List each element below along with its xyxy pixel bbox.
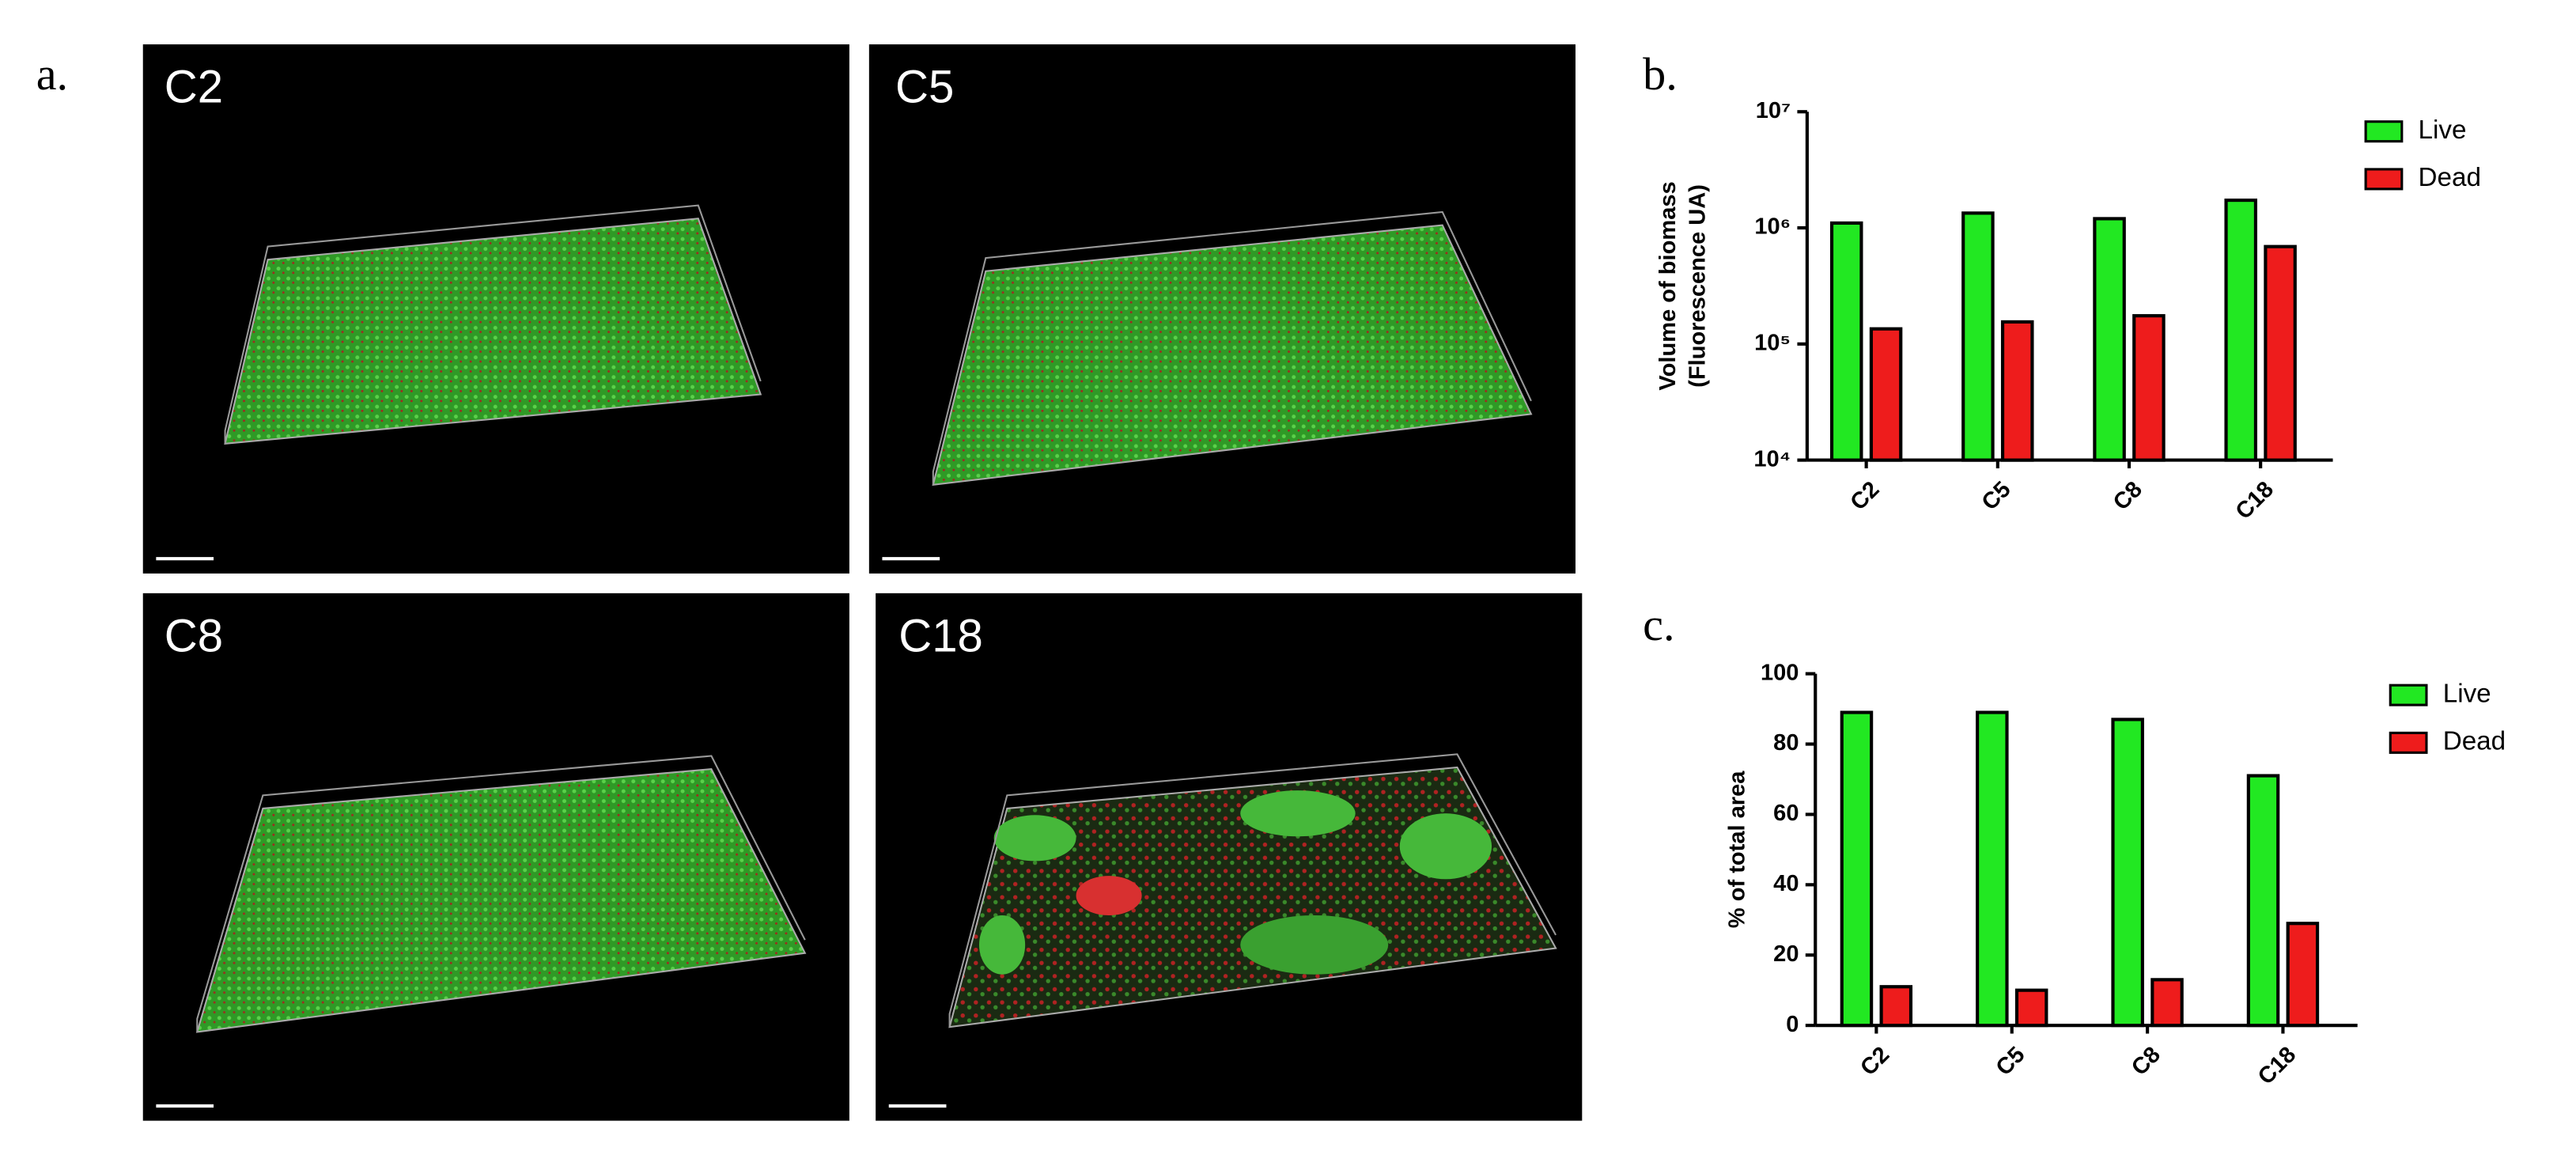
micrograph: C8 xyxy=(142,593,849,1121)
y-axis-label: (Fluorescence UA) xyxy=(1685,184,1710,388)
y-tick-label: 100 xyxy=(1761,660,1799,685)
bar xyxy=(2264,244,2297,462)
bar xyxy=(2132,314,2166,462)
bar xyxy=(2000,320,2034,462)
bar xyxy=(2224,199,2258,462)
legend-label: Live xyxy=(2419,116,2467,145)
image-label: C18 xyxy=(898,610,983,661)
bar xyxy=(2150,978,2184,1028)
panel-label: b. xyxy=(1643,48,1678,100)
legend-swatch xyxy=(2364,120,2404,143)
panel-label: a. xyxy=(36,48,68,100)
y-tick-label: 10⁴ xyxy=(1753,446,1791,472)
x-tick-label: C2 xyxy=(1846,477,1885,516)
image-label: C2 xyxy=(165,62,223,113)
x-tick-label: C18 xyxy=(2231,477,2279,525)
micrograph: C2 xyxy=(142,44,849,574)
bar xyxy=(1961,211,1995,462)
y-tick-label: 60 xyxy=(1773,801,1799,826)
chart: c. % of total area 0 20 40 60 80 100 C2 C5 C8 C18 Li… xyxy=(1643,599,2506,1090)
bar xyxy=(1840,710,1874,1028)
y-tick-label: 10⁵ xyxy=(1754,330,1791,355)
bar xyxy=(2286,922,2320,1028)
bar xyxy=(1869,327,1903,462)
micrograph: C5 xyxy=(868,44,1575,574)
legend-swatch xyxy=(2389,731,2428,754)
y-axis-label: % of total area xyxy=(1724,771,1749,928)
x-tick-label: C18 xyxy=(2253,1042,2301,1089)
bar xyxy=(2014,988,2048,1028)
legend-label: Dead xyxy=(2419,163,2481,192)
panel-label: c. xyxy=(1643,599,1674,650)
chart: b. Volume of biomass (Fluorescence UA) 10⁴ 1… xyxy=(1643,48,2481,525)
bar xyxy=(1879,985,1913,1028)
y-tick-label: 10⁶ xyxy=(1754,214,1791,240)
y-tick-label: 80 xyxy=(1773,730,1799,756)
x-tick-label: C8 xyxy=(2109,477,2147,516)
bar xyxy=(1976,710,2009,1028)
image-label: C5 xyxy=(895,62,954,113)
x-tick-label: C5 xyxy=(1977,477,2016,516)
bar xyxy=(1829,221,1863,462)
legend-label: Dead xyxy=(2443,727,2506,756)
y-tick-label: 20 xyxy=(1773,941,1799,967)
micrograph: C18 xyxy=(876,593,1583,1121)
legend-swatch xyxy=(2389,684,2428,706)
legend-label: Live xyxy=(2443,679,2491,708)
x-tick-label: C8 xyxy=(2127,1042,2166,1081)
legend-swatch xyxy=(2364,168,2404,191)
bar xyxy=(2093,217,2126,462)
x-tick-label: C5 xyxy=(1992,1042,2030,1081)
y-tick-label: 10⁷ xyxy=(1756,98,1791,123)
y-tick-label: 0 xyxy=(1786,1012,1799,1037)
image-label: C8 xyxy=(165,610,223,661)
x-tick-label: C2 xyxy=(1855,1042,1894,1081)
y-axis-label: Volume of biomass xyxy=(1655,181,1681,390)
y-tick-label: 40 xyxy=(1773,871,1799,896)
bar xyxy=(2246,774,2280,1028)
bar xyxy=(2111,718,2144,1028)
